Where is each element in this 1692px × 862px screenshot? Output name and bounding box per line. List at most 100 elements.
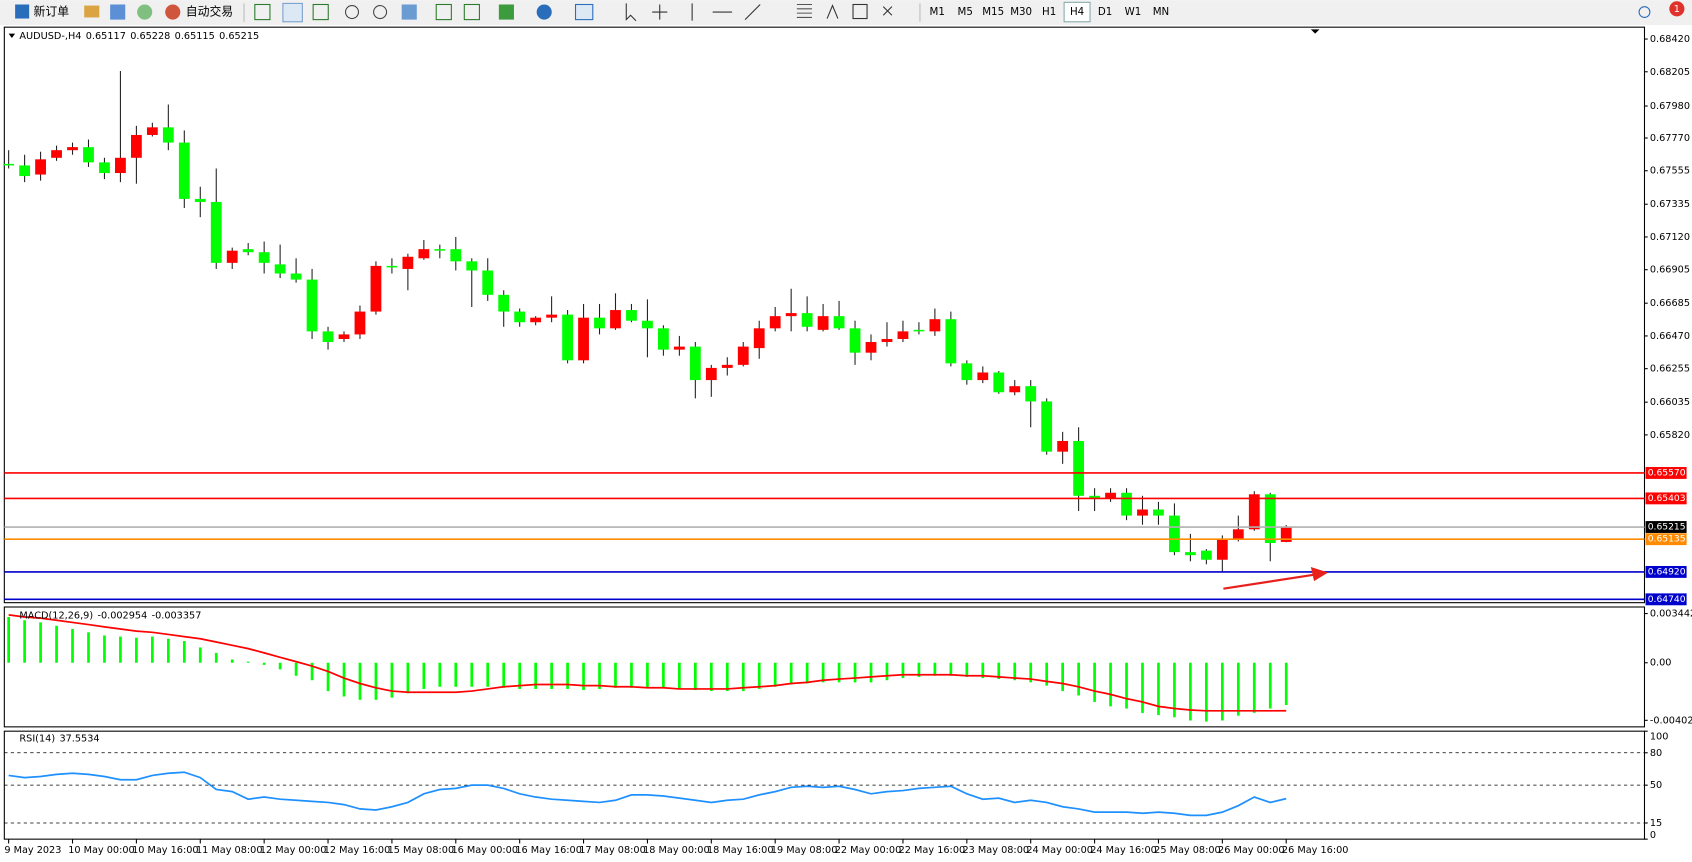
x-tick-label: 23 May 08:00 xyxy=(963,845,1030,856)
notification-badge[interactable] xyxy=(1669,1,1685,17)
x-tick-label: 18 May 16:00 xyxy=(707,845,774,856)
timeframe-button[interactable]: MN xyxy=(1153,6,1170,18)
icon[interactable] xyxy=(254,3,271,21)
timeframe-button[interactable]: M15 xyxy=(982,6,1004,18)
candle-body xyxy=(178,142,190,199)
text-tool[interactable] xyxy=(826,4,839,19)
candle-body xyxy=(434,249,446,251)
icon[interactable] xyxy=(312,3,329,21)
icon[interactable] xyxy=(110,4,126,20)
candle-body xyxy=(626,310,637,321)
y-tick-label: 0.68420 xyxy=(1650,34,1690,45)
icon[interactable] xyxy=(401,4,417,20)
x-tick-label: 10 May 00:00 xyxy=(68,845,135,856)
candle-body xyxy=(865,342,877,353)
candle-body xyxy=(418,249,430,259)
price-level-label: 0.64920 xyxy=(1648,566,1686,577)
timeframe-button[interactable]: M5 xyxy=(958,6,973,18)
timeframe-button[interactable]: M1 xyxy=(930,6,945,18)
indicator-value: 0.65117 xyxy=(86,31,126,42)
y-tick-label: 0 xyxy=(1650,830,1656,841)
icon[interactable] xyxy=(498,4,514,20)
candle-body xyxy=(162,127,174,143)
auto-trade-icon xyxy=(165,4,181,20)
indicator-value: 37.5534 xyxy=(59,734,99,745)
candle-body xyxy=(530,317,542,323)
y-tick-label: 0.00 xyxy=(1650,658,1672,669)
candle-body xyxy=(753,328,765,349)
candle-body xyxy=(562,314,573,361)
candle-body xyxy=(386,265,398,268)
price-level-tag xyxy=(1645,521,1687,533)
timeframe-button[interactable]: H4 xyxy=(1070,6,1084,18)
x-tick-label: 16 May 16:00 xyxy=(515,845,582,856)
candle-body xyxy=(833,316,845,329)
candle-body xyxy=(642,320,653,329)
y-tick-label: 0.66905 xyxy=(1650,265,1690,276)
y-tick-label: 0.67770 xyxy=(1650,133,1690,144)
icon[interactable] xyxy=(137,4,153,20)
cursor-tool[interactable] xyxy=(625,3,637,22)
toolbar-button[interactable]: 新订单 xyxy=(33,5,69,19)
candle-body xyxy=(51,150,62,158)
zoom-out[interactable] xyxy=(373,5,388,20)
icon[interactable] xyxy=(282,2,303,23)
search[interactable] xyxy=(1638,6,1651,18)
zoom-in[interactable] xyxy=(344,5,360,20)
timeframe-button[interactable]: D1 xyxy=(1098,6,1112,18)
indicator-value: 0.65228 xyxy=(130,31,170,42)
candle-body xyxy=(1185,552,1196,556)
label-tool[interactable] xyxy=(852,3,868,20)
x-tick-label: 11 May 08:00 xyxy=(196,845,263,856)
indicator-title: RSI(14) xyxy=(19,734,55,745)
candle-body xyxy=(322,331,334,343)
icon[interactable] xyxy=(536,4,552,20)
toolbar-button[interactable]: 自动交易 xyxy=(186,5,233,19)
x-tick-label: 18 May 00:00 xyxy=(643,845,710,856)
timeframe-button[interactable]: M30 xyxy=(1010,6,1032,18)
y-tick-label: -0.004025 xyxy=(1650,715,1692,726)
icon[interactable] xyxy=(463,3,480,21)
icon[interactable] xyxy=(435,3,452,21)
candle-body xyxy=(226,250,238,263)
x-tick-label: 26 May 16:00 xyxy=(1282,845,1349,856)
candle-body xyxy=(1073,440,1085,496)
candle-body xyxy=(19,165,31,177)
candle-body xyxy=(578,317,589,361)
candle-body xyxy=(67,147,78,151)
timeframe-button[interactable]: H1 xyxy=(1042,6,1056,18)
panel-header: AUDUSD-,H4 0.65117 0.65228 0.65115 0.65215 xyxy=(19,31,259,42)
timeframe-button[interactable]: W1 xyxy=(1125,6,1142,18)
candle-body xyxy=(290,273,302,280)
x-tick-label: 22 May 16:00 xyxy=(899,845,966,856)
candle-body xyxy=(801,313,813,327)
y-tick-label: 0.67980 xyxy=(1650,101,1690,112)
candle-body xyxy=(737,346,749,365)
indicator-value: 0.65115 xyxy=(175,31,215,42)
candle-body xyxy=(370,265,382,312)
shapes-tool[interactable] xyxy=(882,6,893,16)
indicator-title: AUDUSD-,H4 xyxy=(19,31,81,42)
price-level-label: 0.65135 xyxy=(1648,534,1686,545)
price-level-label: 0.65403 xyxy=(1648,493,1686,504)
fibo-tool[interactable] xyxy=(796,3,812,18)
y-tick-label: 100 xyxy=(1650,732,1669,743)
y-tick-label: 0.66035 xyxy=(1650,397,1690,408)
y-tick-label: 0.66685 xyxy=(1650,298,1690,309)
y-tick-label: 80 xyxy=(1650,748,1662,759)
indicator-title: MACD(12,26,9) xyxy=(19,611,93,622)
candle-body xyxy=(1009,386,1021,393)
indicator-value: -0.002954 xyxy=(97,611,147,622)
price-level-tag xyxy=(1645,593,1687,606)
candle-body xyxy=(929,319,941,332)
crosshair-tool[interactable] xyxy=(652,4,668,20)
candle-body xyxy=(881,338,893,343)
icon[interactable] xyxy=(574,3,594,21)
candle-body xyxy=(705,367,717,381)
candle-body xyxy=(130,134,142,158)
price-level-tag xyxy=(1645,533,1687,546)
plot: 0.68420 0.68205 0.67980 0.67770 0.67555 0.673… xyxy=(3,31,1692,856)
line-tools[interactable] xyxy=(691,3,761,21)
icon[interactable] xyxy=(84,5,100,18)
